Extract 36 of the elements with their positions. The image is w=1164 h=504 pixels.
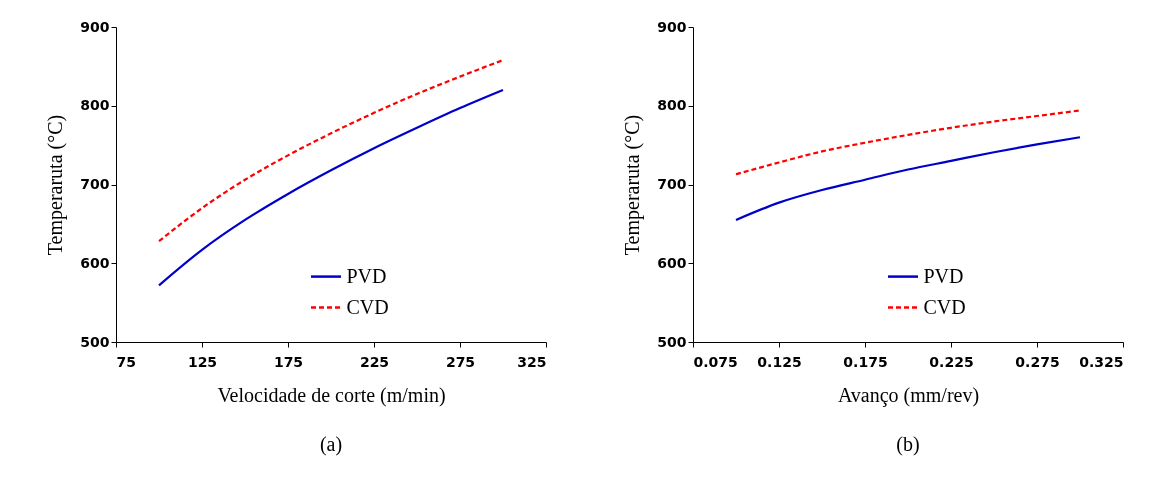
x-tick-label: 0.175 (843, 353, 888, 370)
x-tick-label: 325 (517, 353, 547, 370)
y-tick-label: 800 (80, 97, 110, 114)
x-tick-label: 75 (116, 353, 136, 370)
y-axis-title: Temperaruta (°C) (621, 114, 645, 256)
text: (b) (896, 433, 920, 456)
y-tick-label: 700 (657, 176, 687, 192)
legend-label: PVD (346, 264, 387, 287)
text: (a) (319, 433, 343, 456)
y-tick-label: 500 (80, 333, 110, 350)
y-tick-label: 600 (657, 254, 687, 271)
legend-label: CVD (346, 295, 389, 318)
line-series (734, 109, 1082, 176)
x-tick-label: 225 (359, 353, 390, 370)
y-tick-label: 700 (80, 176, 110, 192)
x-tick-label: 125 (187, 353, 218, 370)
line-series (157, 88, 505, 287)
x-axis-title: Avanço (mm/rev) (837, 383, 980, 407)
x-tick-label: 0.075 (693, 353, 738, 370)
x-tick-label: 275 (445, 353, 476, 370)
y-tick-label: 900 (657, 18, 687, 35)
y-tick-label: 800 (657, 97, 687, 114)
x-tick-label: 0.275 (1015, 353, 1060, 370)
y-tick-label: 500 (657, 333, 687, 350)
y-tick-label: 900 (80, 18, 110, 35)
line-series (734, 136, 1082, 222)
y-tick-label: 600 (80, 254, 110, 271)
line-series (157, 58, 505, 243)
y-axis-title: Temperaruta (°C) (44, 114, 68, 256)
x-tick-label: 0.125 (757, 353, 802, 370)
x-tick-label: 175 (273, 353, 304, 370)
legend-label: PVD (923, 264, 964, 287)
x-tick-label: 0.325 (1079, 353, 1124, 370)
x-axis-title: Velocidade de corte (m/min) (217, 383, 446, 407)
x-tick-label: 0.225 (929, 353, 974, 370)
legend-label: CVD (923, 295, 966, 318)
